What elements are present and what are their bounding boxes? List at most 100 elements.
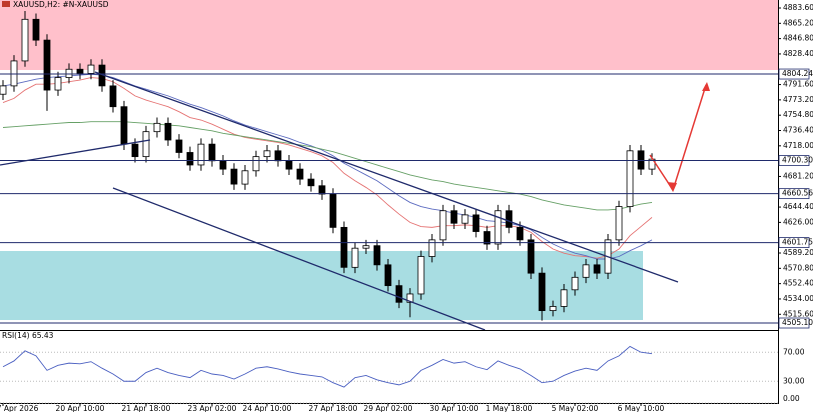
y-tick-label: 4534.00 [783, 294, 813, 303]
candle-body [21, 18, 29, 62]
candle-body [87, 64, 95, 74]
candle-body [307, 178, 315, 187]
x-tick-label: 17 Apr 2026 [0, 404, 39, 412]
candle-body [197, 143, 205, 166]
rsi-line [2, 345, 653, 388]
candle-body [208, 143, 216, 162]
rsi-label: RSI(14) 65.43 [2, 331, 54, 340]
candle-body [142, 131, 150, 158]
candle-body [417, 256, 425, 295]
candle-body [483, 231, 491, 245]
trendline [112, 187, 486, 331]
candle-body [494, 210, 502, 245]
y-tick-label: 4773.20 [783, 95, 813, 104]
x-tick-label: 5 May 02:00 [552, 404, 599, 412]
y-tick-label: 4589.20 [783, 248, 813, 257]
candle-body [252, 156, 260, 172]
candle-body [362, 245, 370, 249]
arrow-head [667, 182, 677, 192]
candle-body [0, 85, 7, 95]
candle-body [10, 60, 18, 87]
candle-body [76, 68, 84, 74]
level-label: 4700.30 [782, 156, 813, 165]
level-label: 4804.24 [782, 69, 813, 78]
candle-body [219, 160, 227, 170]
y-tick-label: 4644.40 [783, 202, 813, 211]
symbol-icon [2, 1, 10, 7]
candle-body [230, 168, 238, 185]
chart-title: XAUUSD,H2: #N-XAUUSD [13, 0, 109, 9]
level-label: 4601.75 [782, 238, 813, 247]
y-tick-label: 4883.60 [783, 3, 813, 12]
y-tick-label: 4754.80 [783, 110, 813, 119]
candle-body [560, 289, 568, 307]
candle-body [395, 285, 403, 303]
y-tick-label: 4515.60 [783, 309, 813, 318]
candle-body [285, 160, 293, 170]
candle-body [571, 276, 579, 291]
candle-body [109, 85, 117, 108]
level-box [778, 188, 810, 200]
candle-body [582, 264, 590, 278]
candle-body [340, 226, 348, 268]
candle-body [175, 139, 183, 153]
moving-average [2, 77, 653, 259]
y-tick-label: 4865.20 [783, 18, 813, 27]
candle-body [593, 264, 601, 274]
x-tick-label: 29 Apr 02:00 [364, 404, 413, 412]
level-label: 4660.56 [782, 189, 813, 198]
forecast-arrow [649, 84, 707, 192]
candle-body [131, 143, 139, 158]
candle-body [164, 122, 172, 141]
x-tick-label: 30 Apr 10:00 [430, 404, 479, 412]
candle-body [461, 214, 469, 224]
candle-body [274, 150, 282, 162]
moving-average [2, 73, 653, 260]
rsi-tick-label: 0.00 [783, 394, 800, 403]
y-tick-label: 4846.80 [783, 34, 813, 43]
candle-body [153, 122, 161, 133]
candle-body [351, 247, 359, 268]
candle-body [241, 170, 249, 185]
candle-body [439, 210, 447, 241]
x-tick-label: 20 Apr 10:00 [56, 404, 105, 412]
candle-body [54, 77, 62, 91]
x-tick-label: 27 Apr 18:00 [309, 404, 358, 412]
candle-body [318, 185, 326, 195]
candle-body [65, 68, 73, 78]
supply-zone [0, 0, 778, 70]
candle-body [373, 245, 381, 266]
candle-body [615, 206, 623, 241]
x-tick-label: 6 May 10:00 [618, 404, 665, 412]
candle-body [263, 150, 271, 158]
candle-body [505, 210, 513, 228]
moving-average [2, 121, 653, 211]
candle-body [527, 239, 535, 274]
y-tick-label: 4736.40 [783, 126, 813, 135]
trendline [0, 139, 151, 166]
candle-body [428, 239, 436, 257]
rsi-tick-label: 30.00 [783, 376, 805, 385]
candle-body [516, 226, 524, 241]
candle-body [626, 150, 634, 207]
arrow-head [702, 82, 710, 91]
x-tick-label: 24 Apr 10:00 [243, 404, 292, 412]
y-tick-label: 4828.40 [783, 49, 813, 58]
candle-body [450, 210, 458, 224]
candle-body [637, 150, 645, 170]
candle-body [329, 193, 337, 228]
y-tick-label: 4681.20 [783, 171, 813, 180]
level-label: 4505.10 [782, 318, 813, 327]
level-box [778, 68, 810, 80]
candle-body [296, 168, 304, 180]
candle-body [43, 39, 51, 91]
y-tick-label: 4791.60 [783, 80, 813, 89]
candle-body [538, 272, 546, 312]
plot [0, 10, 656, 321]
trendline [94, 71, 679, 283]
candle-body [472, 214, 480, 232]
candle-body [120, 106, 128, 145]
candle-body [32, 18, 40, 41]
y-tick-label: 4570.80 [783, 263, 813, 272]
